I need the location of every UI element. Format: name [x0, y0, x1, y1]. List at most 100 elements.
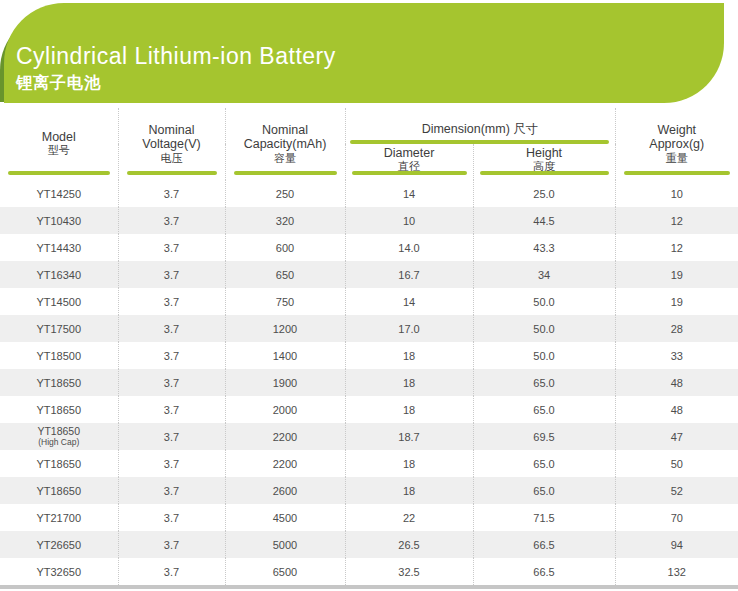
- cell-capacity: 2200: [225, 423, 345, 450]
- table-body: YT142503.72501425.010YT104303.73201044.5…: [0, 180, 738, 585]
- cell-model: YT18650: [0, 450, 118, 477]
- cell-weight: 48: [615, 396, 738, 423]
- cell-capacity: 320: [225, 207, 345, 234]
- cell-model: YT14250: [0, 180, 118, 207]
- table-row: YT175003.7120017.050.028: [0, 315, 738, 342]
- column-header-capacity: Nominal Capacity(mAh) 容量: [225, 108, 345, 180]
- cell-model: YT16340: [0, 261, 118, 288]
- cell-voltage: 3.7: [118, 396, 225, 423]
- cell-voltage: 3.7: [118, 315, 225, 342]
- cell-weight: 48: [615, 369, 738, 396]
- column-header-weight-line2: Approx(g): [616, 137, 738, 151]
- column-header-capacity-zh: 容量: [226, 152, 345, 166]
- table-row: YT186503.719001865.048: [0, 369, 738, 396]
- table-row: YT104303.73201044.512: [0, 207, 738, 234]
- cell-model: YT21700: [0, 504, 118, 531]
- cell-weight: 10: [615, 180, 738, 207]
- cell-height: 66.5: [473, 558, 615, 585]
- cell-weight: 94: [615, 531, 738, 558]
- cell-model: YT26650: [0, 531, 118, 558]
- cell-capacity: 1200: [225, 315, 345, 342]
- cell-model: YT18650: [0, 477, 118, 504]
- cell-diameter: 10: [345, 207, 473, 234]
- cell-voltage: 3.7: [118, 558, 225, 585]
- bottom-divider-bar: [0, 585, 738, 589]
- column-header-model: Model 型号: [0, 108, 118, 180]
- model-name: YT18650: [0, 426, 118, 438]
- cell-diameter: 18: [345, 477, 473, 504]
- cell-model: YT14430: [0, 234, 118, 261]
- cell-capacity: 2600: [225, 477, 345, 504]
- column-header-voltage: Nominal Voltage(V) 电压: [118, 108, 225, 180]
- cell-height: 44.5: [473, 207, 615, 234]
- header-underline: [234, 171, 337, 175]
- cell-diameter: 14: [345, 180, 473, 207]
- cell-height: 65.0: [473, 450, 615, 477]
- column-header-dimension-group: Dimension(mm) 尺寸: [345, 108, 615, 144]
- cell-voltage: 3.7: [118, 234, 225, 261]
- table-row: YT163403.765016.73419: [0, 261, 738, 288]
- column-header-dimension-en: Dimension(mm): [422, 122, 510, 136]
- table-row: YT186503.722001865.050: [0, 450, 738, 477]
- column-header-voltage-line1: Nominal: [119, 123, 225, 137]
- column-header-weight: Weight Approx(g) 重量: [615, 108, 738, 180]
- cell-diameter: 14.0: [345, 234, 473, 261]
- cell-capacity: 1400: [225, 342, 345, 369]
- table-row: YT144303.760014.043.312: [0, 234, 738, 261]
- table-row: YT18650(High Cap)3.7220018.769.547: [0, 423, 738, 450]
- cell-diameter: 18: [345, 342, 473, 369]
- table-row: YT145003.77501450.019: [0, 288, 738, 315]
- page-title: Cylindrical Lithium-ion Battery: [16, 44, 724, 68]
- cell-height: 50.0: [473, 315, 615, 342]
- cell-height: 50.0: [473, 288, 615, 315]
- cell-model: YT32650: [0, 558, 118, 585]
- header-underline: [480, 171, 609, 175]
- cell-capacity: 5000: [225, 531, 345, 558]
- cell-weight: 47: [615, 423, 738, 450]
- cell-capacity: 2000: [225, 396, 345, 423]
- table-row: YT185003.714001850.033: [0, 342, 738, 369]
- cell-weight: 70: [615, 504, 738, 531]
- header-underline: [127, 171, 217, 175]
- cell-diameter: 22: [345, 504, 473, 531]
- column-header-diameter: Diameter 直径: [345, 144, 473, 180]
- cell-height: 65.0: [473, 396, 615, 423]
- cell-model: YT14500: [0, 288, 118, 315]
- cell-height: 65.0: [473, 477, 615, 504]
- cell-diameter: 32.5: [345, 558, 473, 585]
- header-underline: [352, 171, 467, 175]
- cell-capacity: 600: [225, 234, 345, 261]
- table-row: YT186503.726001865.052: [0, 477, 738, 504]
- cell-capacity: 4500: [225, 504, 345, 531]
- cell-voltage: 3.7: [118, 531, 225, 558]
- cell-voltage: 3.7: [118, 180, 225, 207]
- cell-diameter: 16.7: [345, 261, 473, 288]
- cell-weight: 19: [615, 261, 738, 288]
- column-header-dimension-label: Dimension(mm) 尺寸: [346, 116, 615, 136]
- cell-model: YT17500: [0, 315, 118, 342]
- column-header-height: Height 高度: [473, 144, 615, 180]
- header-underline: [8, 171, 110, 175]
- table-row: YT142503.72501425.010: [0, 180, 738, 207]
- cell-voltage: 3.7: [118, 261, 225, 288]
- banner-green: Cylindrical Lithium-ion Battery 锂离子电池: [4, 3, 724, 103]
- cell-height: 43.3: [473, 234, 615, 261]
- column-header-height-en: Height: [474, 146, 615, 160]
- cell-capacity: 6500: [225, 558, 345, 585]
- table-row: YT326503.7650032.566.5132: [0, 558, 738, 585]
- cell-weight: 132: [615, 558, 738, 585]
- table-row: YT217003.745002271.570: [0, 504, 738, 531]
- battery-spec-table: Model 型号 Nominal Voltage(V) 电压 Nominal C…: [0, 108, 738, 585]
- table-row: YT186503.720001865.048: [0, 396, 738, 423]
- column-header-capacity-line1: Nominal: [226, 123, 345, 137]
- cell-height: 34: [473, 261, 615, 288]
- cell-voltage: 3.7: [118, 477, 225, 504]
- cell-height: 65.0: [473, 369, 615, 396]
- cell-model: YT18650: [0, 369, 118, 396]
- cell-diameter: 18.7: [345, 423, 473, 450]
- cell-diameter: 18: [345, 369, 473, 396]
- cell-capacity: 2200: [225, 450, 345, 477]
- cell-voltage: 3.7: [118, 342, 225, 369]
- column-header-voltage-line2: Voltage(V): [119, 137, 225, 151]
- cell-weight: 12: [615, 234, 738, 261]
